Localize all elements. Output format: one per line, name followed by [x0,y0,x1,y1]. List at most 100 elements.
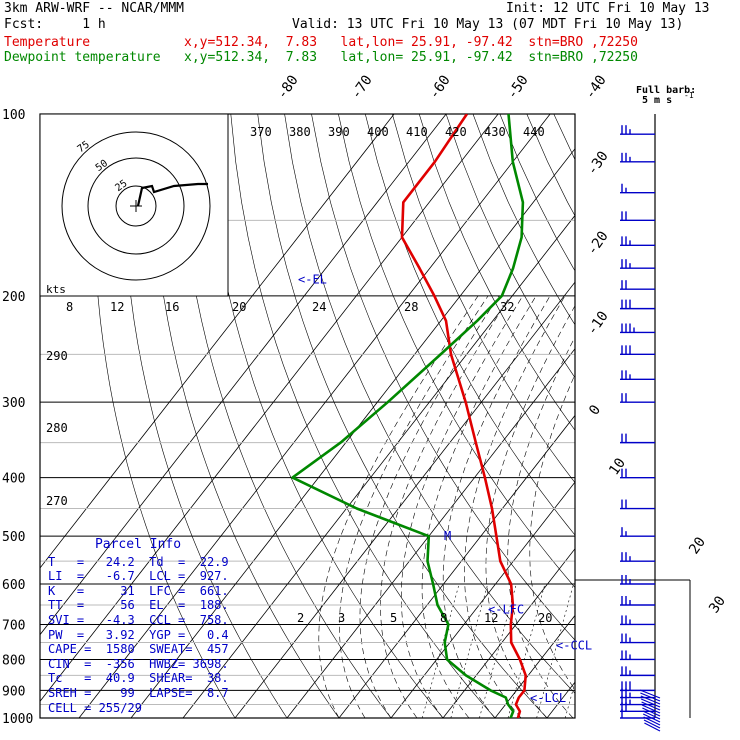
dry-adiabat [284,114,575,694]
theta-e-label: 290 [46,349,68,363]
parcel-info-rows: T = 24.2 Td = 22.9 LI = -6.7 LCL = 927. K … [48,554,229,716]
plot-border [39,113,576,719]
isotherm--70 [40,114,499,702]
parcel-row: CAPE = 1580 SWEAT= 457 [48,642,229,657]
surface-barb [643,719,661,729]
mixing-ratio-label: 5 [390,611,397,625]
theta-label: 380 [289,125,311,139]
isotherm-label: -30 [584,148,612,178]
isotherm-label: -20 [584,228,612,258]
isotherm-label: -70 [348,72,376,102]
el-marker: <-EL [298,273,327,287]
surface-barb [643,716,661,726]
theta-label: 440 [523,125,545,139]
surface-barb [639,689,661,699]
theta-label: 400 [367,125,389,139]
mixing-ratio-label: 3 [338,611,345,625]
theta-label: 430 [484,125,506,139]
pressure-label-400: 400 [2,472,25,487]
moist-adiabat [529,373,575,690]
parcel-row: CIN = -356 HWBZ= 3698. [48,656,229,671]
dewpoint-line [291,114,525,718]
isotherm-label: 20 [686,534,709,557]
isotherm--30 [234,281,575,718]
mixing-ratio-5 [479,583,517,718]
dry-adiabat [230,114,496,718]
speed-label: 28 [404,300,418,314]
theta-label: 370 [250,125,272,139]
moist-adiabat [421,295,537,718]
parcel-info-panel: Parcel Info T = 24.2 Td = 22.9 LI = -6.7 … [48,537,229,716]
theta-label: 420 [445,125,467,139]
moist-adiabat [401,295,524,718]
temperature-line [400,114,527,718]
sounding-series [291,114,527,718]
parcel-row: Tc = 40.9 SHEAR= 38. [48,671,229,686]
mixing-ratio-label: 8 [440,611,447,625]
lcl-marker: <-LCL [530,691,566,705]
model-title: 3km ARW-WRF -- NCAR/MMM [4,1,185,16]
pressure-label-900: 900 [2,684,25,699]
isotherm--80 [40,114,447,636]
surface-barb [640,692,661,702]
skewt-grid [40,114,740,718]
init-time: Init: 12 UTC Fri 10 May 13 [506,1,710,16]
isotherm-label: 30 [706,593,729,616]
moist-adiabat [380,295,511,718]
skewt-frame [39,113,691,719]
dry-adiabat [553,114,575,161]
parcel-row: PW = 3.92 YGP = 0.4 [48,627,229,642]
speed-label: 12 [110,300,124,314]
pressure-label-1000: 1000 [2,712,33,727]
mixing-ratio-label: 20 [538,611,552,625]
pressure-label-100: 100 [2,108,25,123]
speed-label: 32 [500,300,514,314]
parcel-row: K = 31 LFC = 661. [48,583,229,598]
moist-adiabat [507,336,575,718]
theta-label: 390 [328,125,350,139]
hodograph-ring [61,131,211,281]
isotherm-30 [546,681,575,718]
mixing-ratio-3 [450,583,489,718]
isotherm-label: -60 [426,72,454,102]
pressure-label-800: 800 [2,653,25,668]
isotherm--40 [182,214,575,718]
forecast-hour: Fcst: 1 h [4,17,106,32]
moist-adiabat [359,295,500,718]
parcel-row: SVI = -4.3 CCL = 758. [48,612,229,627]
temperature-legend: Temperature x,y=512.34, 7.83 lat,lon= 25… [4,35,638,50]
dewpoint-legend: Dewpoint temperature x,y=512.34, 7.83 la… [4,50,638,65]
speed-label: 24 [312,300,326,314]
mixing-ratio-8 [507,583,546,718]
hodograph-box [39,113,229,297]
parcel-row: T = 24.2 Td = 22.9 [48,554,229,569]
dry-adiabat [365,114,575,536]
isotherm-label: 0 [586,402,604,418]
lfc-marker: <-LFC [488,602,524,616]
surface-barb [641,704,661,714]
theta-label: 410 [406,125,428,139]
isotherm-label: -50 [504,72,532,102]
dry-adiabat [661,114,740,718]
theta-e-label: 270 [46,494,68,508]
dry-adiabat [526,114,575,217]
dry-adiabat [499,114,575,272]
barb-legend-title: Full barb: [636,85,696,96]
dry-adiabat [715,114,740,718]
mixing-ratio-label: 12 [484,611,498,625]
pressure-label-500: 500 [2,530,25,545]
speed-label: 20 [232,300,246,314]
mixing-ratio-2 [421,583,460,718]
surface-barb [640,698,661,708]
ccl-marker: <-CCL [556,638,592,652]
hodograph-ring [87,157,185,255]
isotherm--60 [78,114,551,718]
surface-barb [642,710,661,720]
hodograph-units-label: kts [46,283,66,296]
dry-adiabat [581,114,740,718]
parcel-row: LI = -6.7 LCL = 927. [48,569,229,584]
valid-time: Valid: 13 UTC Fri 10 May 13 (07 MDT Fri … [292,17,684,32]
speed-label: 16 [165,300,179,314]
barb-legend-units: 5 m s [642,95,672,106]
